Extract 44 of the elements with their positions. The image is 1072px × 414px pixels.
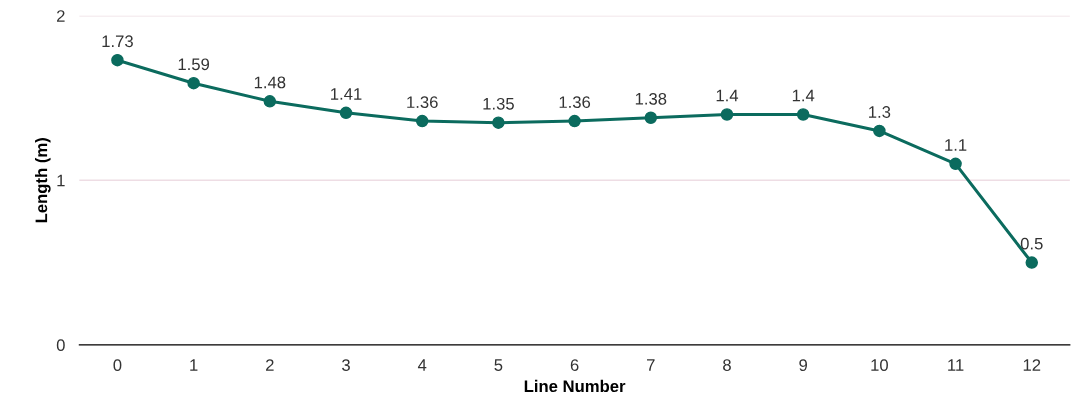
x-tick-label: 12: [1023, 359, 1041, 371]
x-axis-title: Line Number: [524, 379, 626, 393]
point: [644, 111, 658, 125]
data-label: 1.41: [331, 88, 362, 100]
y-tick-label: 2: [57, 10, 65, 22]
x-tick-label: 11: [948, 359, 964, 371]
data-label: 1.59: [178, 58, 210, 71]
data-label: 1.4: [716, 89, 739, 102]
y-tick-label: 0: [56, 339, 65, 352]
data-label: 1.4: [792, 89, 815, 102]
data-label: 1.1: [945, 139, 967, 151]
point: [492, 116, 505, 129]
x-tick-label: 1: [190, 359, 198, 371]
y-axis-title: Length (m): [35, 138, 51, 223]
data-label: 1.35: [483, 97, 514, 110]
x-tick-label: 7: [647, 359, 655, 371]
point: [339, 106, 353, 120]
point: [949, 157, 962, 171]
x-tick-label: 3: [342, 359, 350, 371]
x-tick-label: 6: [570, 359, 579, 371]
point: [187, 76, 200, 90]
x-tick-label: 0: [113, 359, 122, 371]
point: [720, 108, 734, 121]
point: [111, 53, 124, 67]
x-tick-label: 8: [723, 359, 731, 371]
data-label: 1.38: [635, 92, 667, 105]
x-tick-label: 4: [417, 359, 427, 371]
point: [263, 95, 277, 108]
point: [1025, 256, 1039, 269]
point: [415, 114, 429, 128]
data-label: 1.48: [254, 76, 286, 89]
x-tick-label: 2: [266, 359, 274, 371]
x-tick-label: 10: [871, 359, 888, 371]
y-tick-label: 1: [57, 174, 65, 187]
point: [873, 124, 886, 138]
data-label: 0.5: [1020, 237, 1043, 250]
data-label: 1.3: [869, 106, 891, 118]
data-label: 1.36: [407, 96, 438, 109]
x-tick-label: 5: [494, 359, 503, 371]
point: [568, 114, 581, 128]
x-tick-label: 9: [799, 359, 808, 371]
data-label: 1.36: [559, 96, 591, 109]
data-label: 1.73: [102, 35, 133, 48]
point: [796, 108, 810, 121]
